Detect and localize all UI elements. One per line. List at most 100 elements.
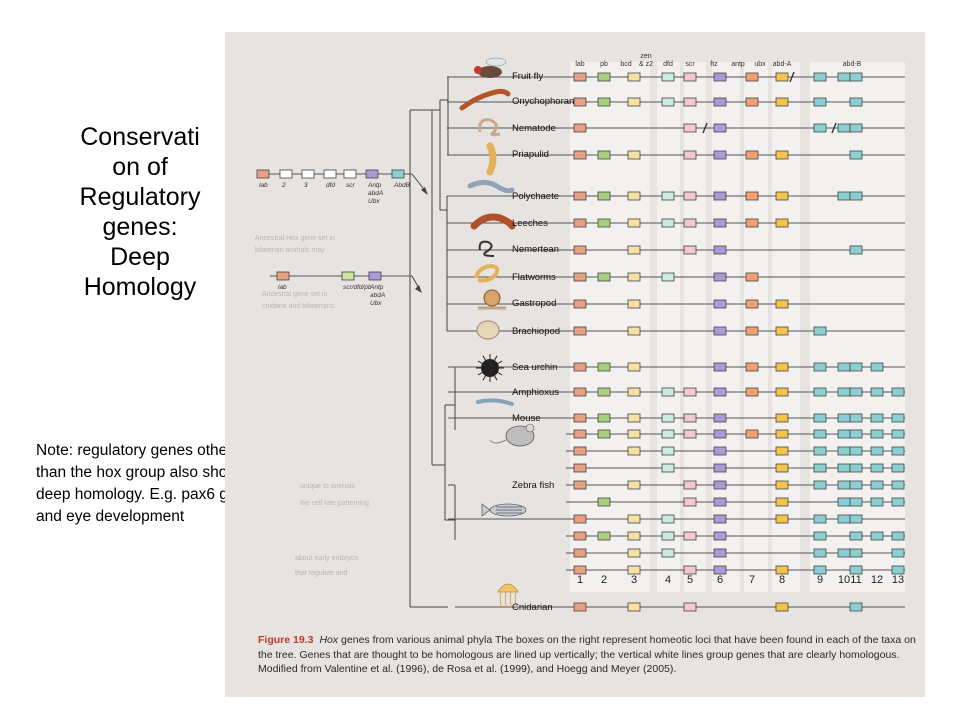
sea-urchin-spine-icon <box>489 355 498 369</box>
hox-gene-box <box>627 565 641 575</box>
hox-gene-box <box>849 97 863 107</box>
hox-gene-box <box>870 446 884 456</box>
hox-gene-box <box>627 480 641 490</box>
column-number-13: 13 <box>892 574 904 586</box>
ancestor1-gene-box <box>256 169 270 179</box>
taxon-label: Nemertean <box>512 244 559 255</box>
caption-gene-word: Hox <box>319 634 339 646</box>
hox-gene-box <box>661 463 675 473</box>
hox-gene-box <box>683 497 697 507</box>
slide-title: Conservati on of Regulatory genes: Deep … <box>79 123 201 301</box>
jellyfish-tentacle-icon <box>509 591 513 609</box>
hox-gene-box <box>627 548 641 558</box>
hox-gene-box <box>597 387 611 397</box>
jellyfish-tentacle-icon <box>499 591 503 609</box>
hox-gene-box <box>661 429 675 439</box>
hox-gene-box <box>813 413 827 423</box>
hox-gene-box <box>891 565 905 575</box>
leech-icon <box>470 213 516 230</box>
zebra-fish-tail-icon <box>481 503 491 517</box>
hox-gene-box <box>683 150 697 160</box>
hox-gene-box <box>775 497 789 507</box>
taxon-label: Fruit fly <box>512 71 543 82</box>
hox-gene-box <box>683 531 697 541</box>
ancestor2-gene-box <box>341 271 355 281</box>
homology-band-2 <box>657 62 680 592</box>
hox-gene-box <box>661 97 675 107</box>
taxon-label: Leeches <box>512 218 548 229</box>
polychaete-icon <box>467 180 515 194</box>
taxon-label: Sea urchin <box>512 362 557 373</box>
taxon-label: Gastropod <box>512 298 556 309</box>
hox-gene-box <box>713 97 727 107</box>
hox-gene-box <box>713 218 727 228</box>
hox-gene-box <box>837 429 851 439</box>
svg-text:Ancestral Hox gene set in: Ancestral Hox gene set in <box>255 235 335 242</box>
hox-gene-box <box>627 387 641 397</box>
hox-gene-box <box>849 387 863 397</box>
hox-gene-box <box>627 191 641 201</box>
hox-gene-box <box>713 463 727 473</box>
axis-break <box>789 71 795 83</box>
hox-gene-box <box>713 387 727 397</box>
hox-gene-box <box>849 497 863 507</box>
hox-gene-box <box>627 245 641 255</box>
column-number-5: 5 <box>687 574 693 586</box>
gene-header-9: ubx <box>754 61 766 68</box>
hox-gene-box <box>573 480 587 490</box>
column-number-4: 4 <box>665 574 671 586</box>
gene-header-8: antp <box>731 61 745 68</box>
hox-gene-box <box>573 446 587 456</box>
hox-gene-box <box>661 548 675 558</box>
jellyfish-icon <box>497 583 519 593</box>
brachiopod-icon <box>476 320 500 340</box>
ancestor2-label: lab <box>278 284 287 291</box>
hox-gene-box <box>813 387 827 397</box>
hox-gene-box <box>775 299 789 309</box>
mouse-tail-icon <box>489 439 507 444</box>
hox-gene-box <box>597 497 611 507</box>
hox-gene-box <box>597 429 611 439</box>
figure-caption: Figure 19.3 Hox genes from various animal… <box>258 633 918 677</box>
sea-urchin-spine-icon <box>489 367 498 381</box>
hox-gene-box <box>813 480 827 490</box>
flatworm-icon <box>474 263 500 283</box>
column-number-12: 12 <box>871 574 883 586</box>
hox-gene-box <box>837 72 851 82</box>
hox-gene-box <box>573 123 587 133</box>
hox-gene-box <box>775 72 789 82</box>
hox-gene-box <box>849 565 863 575</box>
hox-gene-box <box>713 514 727 524</box>
figure-number: Figure 19.3 <box>258 634 314 646</box>
hox-gene-box <box>745 299 759 309</box>
hox-gene-box <box>627 150 641 160</box>
hox-gene-box <box>813 548 827 558</box>
hox-gene-box <box>573 463 587 473</box>
taxon-label: Nematode <box>512 123 556 134</box>
gene-header-2: pb <box>600 61 608 68</box>
hox-gene-box <box>713 245 727 255</box>
hox-gene-box <box>849 446 863 456</box>
sea-urchin-spine-icon <box>482 367 491 381</box>
hox-gene-box <box>573 299 587 309</box>
svg-text:bilaterian animals may: bilaterian animals may <box>255 247 325 254</box>
gene-column-headers: lab pb bcd zen& z2 dfd scr ftz antp ubx abd-A abd-… <box>575 53 861 68</box>
ancestor2-gene-box <box>276 271 290 281</box>
hox-gene-box <box>661 218 675 228</box>
ancestor1-label: lab <box>259 182 268 189</box>
hox-gene-box <box>627 429 641 439</box>
taxon-label: Cnidarian <box>512 602 553 613</box>
hox-gene-box <box>597 191 611 201</box>
ancestor1-gene-box <box>391 169 405 179</box>
hox-gene-box <box>573 514 587 524</box>
hox-gene-box <box>775 218 789 228</box>
hox-gene-box <box>837 362 851 372</box>
hox-gene-box <box>837 446 851 456</box>
gene-header-4: & z2 <box>639 61 653 68</box>
hox-gene-box <box>573 565 587 575</box>
hox-gene-box <box>775 362 789 372</box>
ancestor1-label: Antp <box>367 182 382 189</box>
hox-gene-box <box>573 429 587 439</box>
caption-text: genes from various animal phyla The boxe… <box>258 634 916 675</box>
hox-gene-box <box>627 602 641 612</box>
